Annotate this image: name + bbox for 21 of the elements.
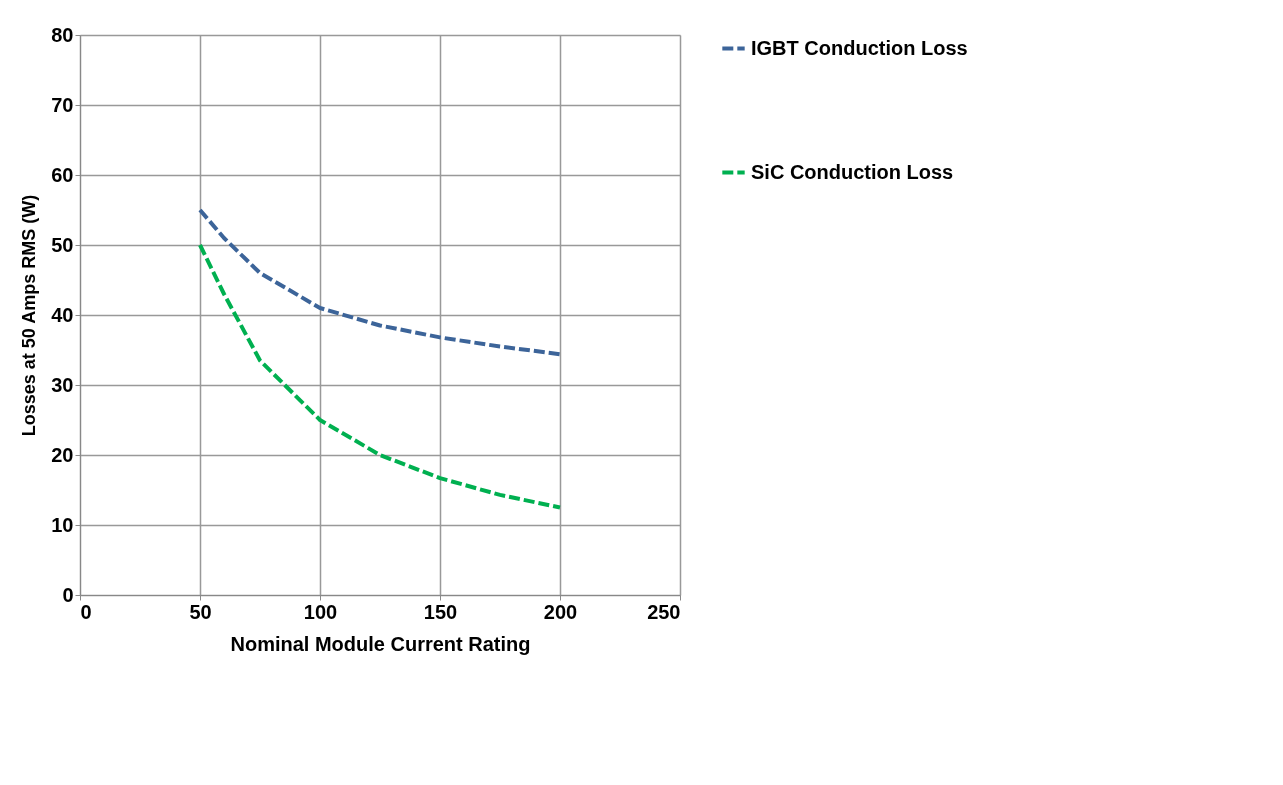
y-tick-label: 60 [51, 163, 74, 186]
line-series [198, 243, 562, 510]
y-tick-label: 0 [62, 583, 74, 606]
x-tick-label: 100 [303, 600, 338, 623]
legend-label: IGBT Conduction Loss [751, 36, 968, 59]
x-tick-label: 250 [647, 600, 681, 623]
x-tick-label: 200 [543, 600, 578, 623]
line-series [198, 208, 562, 357]
y-axis-title: Losses at 50 Amps RMS (W) [19, 194, 40, 437]
x-axis-title: Nominal Module Current Rating [230, 632, 531, 655]
y-tick-label: 20 [51, 443, 74, 466]
legend-label: SiC Conduction Loss [751, 160, 954, 183]
y-tick-label: 30 [51, 373, 74, 396]
x-tick-label: 0 [80, 600, 92, 623]
y-tick-label: 50 [51, 233, 74, 256]
x-tick-label: 50 [189, 600, 212, 623]
y-tick-label: 70 [51, 93, 74, 116]
y-tick-label: 40 [51, 303, 74, 326]
y-tick-label: 80 [51, 23, 74, 46]
x-tick-label: 150 [423, 600, 458, 623]
y-tick-label: 10 [51, 513, 74, 536]
